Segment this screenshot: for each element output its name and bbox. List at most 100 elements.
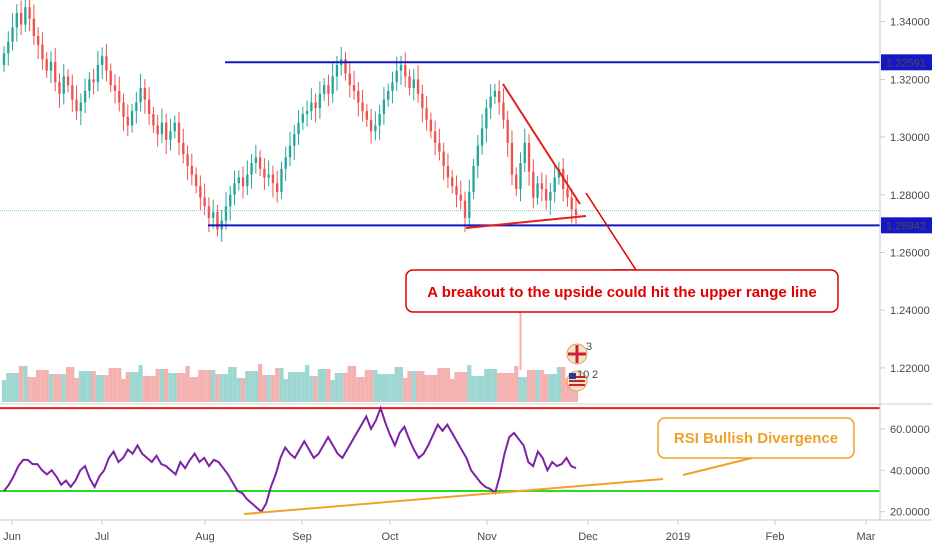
candle-body: [211, 212, 215, 218]
volume-bar: [394, 367, 399, 402]
candle-body: [527, 142, 531, 172]
volume-bar: [326, 369, 331, 402]
volume-bar: [95, 375, 101, 402]
rsi-callout-pointer: [682, 457, 753, 476]
volume-bar: [240, 378, 246, 402]
volume-bar: [334, 373, 340, 402]
candle-body: [45, 59, 48, 71]
candle-body: [382, 99, 386, 114]
candle-body: [523, 142, 526, 164]
volume-bar: [479, 376, 485, 402]
badge-count-2: 10: [577, 369, 589, 381]
volume-bar: [360, 377, 365, 402]
volume-bar: [228, 367, 233, 402]
triangle-lower-trendline: [465, 215, 587, 229]
volume-bar: [535, 370, 540, 402]
candle-body: [497, 90, 501, 103]
volume-bar: [112, 368, 118, 402]
candle-body: [147, 99, 151, 114]
volume-bar: [339, 373, 344, 402]
candle-body: [83, 90, 87, 103]
volume-bar: [232, 367, 237, 402]
volume-bar: [147, 376, 152, 402]
candle-body: [344, 59, 347, 74]
volume-bar: [78, 371, 83, 402]
volume-bar: [104, 375, 109, 402]
candle-body: [369, 119, 373, 132]
candle-body: [241, 177, 245, 187]
candle-body: [15, 12, 18, 28]
volume-bar: [309, 376, 314, 402]
volume-bar: [215, 374, 220, 402]
volume-bar: [296, 372, 301, 402]
volume-bar: [108, 368, 113, 402]
candle-body: [263, 168, 266, 178]
volume-bar: [65, 367, 71, 402]
volume-bar: [91, 371, 96, 402]
volume-bar: [424, 375, 429, 402]
volume-bar: [364, 370, 369, 402]
volume-bar: [531, 370, 536, 402]
volume-bar: [87, 371, 92, 402]
candle-body: [216, 212, 219, 230]
volume-bar: [40, 370, 45, 402]
candle-body: [101, 56, 104, 65]
event-badges[interactable]: 3 10 2: [566, 341, 598, 392]
candle-body: [305, 111, 309, 114]
candle-body: [246, 174, 249, 187]
volume-bar: [151, 376, 156, 402]
candle-body: [297, 122, 300, 135]
callout-pointer: [585, 192, 638, 271]
candle-body: [160, 122, 164, 135]
candle-body: [463, 200, 467, 218]
price-tick-label: 1.24000: [890, 305, 930, 317]
volume-bar: [245, 371, 250, 402]
candle-body: [310, 102, 313, 112]
candle-body: [468, 191, 471, 218]
candle-body: [408, 76, 411, 89]
svg-text:1.32591: 1.32591: [886, 57, 926, 69]
candle-body: [203, 197, 206, 207]
volume-bar: [253, 371, 258, 402]
candle-body: [186, 154, 189, 166]
candle-body: [2, 53, 6, 65]
lower-price-label: 1.26942: [881, 217, 932, 234]
candle-body: [156, 125, 159, 135]
candle-body: [540, 183, 544, 190]
breakout-callout-box: [405, 269, 839, 313]
volume-bar: [23, 366, 28, 402]
volume-bar: [61, 374, 66, 402]
candle-body: [416, 79, 420, 94]
volume-bar: [322, 369, 327, 402]
volume-bar: [377, 374, 382, 402]
volume-bar: [211, 370, 216, 402]
volume-bar: [129, 372, 135, 402]
time-tick-label: Oct: [381, 531, 398, 543]
breakout-callout-text: A breakout to the upside could hit the u…: [427, 284, 816, 301]
candle-body: [54, 62, 57, 83]
candle-body: [250, 163, 253, 175]
volume-bar: [347, 366, 352, 402]
volume-bar: [509, 373, 515, 402]
volume-bar: [266, 375, 271, 402]
time-tick-label: Aug: [195, 531, 215, 543]
volume-bar: [57, 374, 62, 402]
rsi-callout-text: RSI Bullish Divergence: [674, 430, 838, 447]
badge-count-1: 3: [586, 341, 592, 353]
volume-bar: [53, 374, 58, 402]
candle-body: [399, 64, 403, 71]
candle-body: [109, 70, 112, 86]
candle-body: [113, 85, 117, 91]
candle-body: [92, 79, 95, 83]
volume-bar: [522, 377, 527, 402]
candle-body: [335, 64, 339, 77]
candle-body: [284, 157, 287, 169]
candle-body: [229, 194, 232, 207]
candle-body: [62, 76, 65, 94]
time-tick-label: Jul: [95, 531, 109, 543]
volume-bar: [356, 377, 361, 402]
candle-body: [19, 12, 23, 25]
candle-body: [207, 206, 211, 218]
time-tick-label: Feb: [766, 531, 785, 543]
candle-body: [122, 102, 125, 117]
